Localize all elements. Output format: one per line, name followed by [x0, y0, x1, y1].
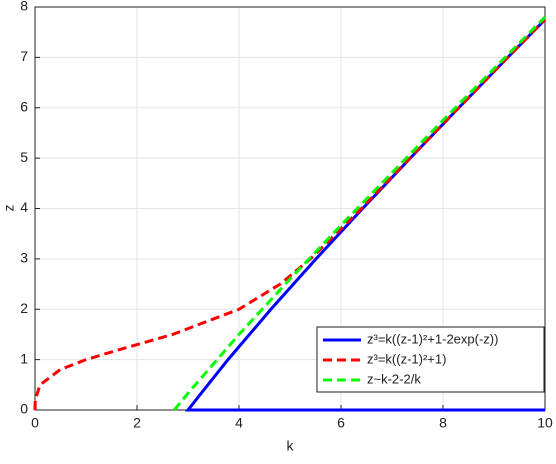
x-tick-label: 8 — [439, 415, 447, 431]
y-axis-label: z — [1, 205, 17, 212]
y-tick-label: 6 — [20, 98, 28, 114]
legend-label: z³=k((z-1)²+1-2exp(-z)) — [367, 331, 498, 346]
x-tick-label: 2 — [133, 415, 141, 431]
y-tick-label: 8 — [20, 0, 28, 14]
y-tick-label: 2 — [20, 300, 28, 316]
x-tick-label: 0 — [31, 415, 39, 431]
y-tick-label: 1 — [20, 350, 28, 366]
series-line — [33, 18, 547, 411]
x-tick-label: 4 — [235, 415, 243, 431]
y-tick-label: 0 — [20, 401, 28, 417]
y-tick-label: 3 — [20, 250, 28, 266]
legend-label: z~k-2-2/k — [367, 371, 421, 386]
x-tick-label: 10 — [537, 415, 553, 431]
x-axis-label: k — [287, 438, 295, 454]
series-line — [173, 16, 547, 411]
y-tick-label: 4 — [20, 199, 28, 215]
legend-label: z³=k((z-1)²+1) — [367, 351, 446, 366]
y-tick-label: 7 — [20, 48, 28, 64]
x-tick-label: 6 — [337, 415, 345, 431]
y-tick-label: 5 — [20, 149, 28, 165]
